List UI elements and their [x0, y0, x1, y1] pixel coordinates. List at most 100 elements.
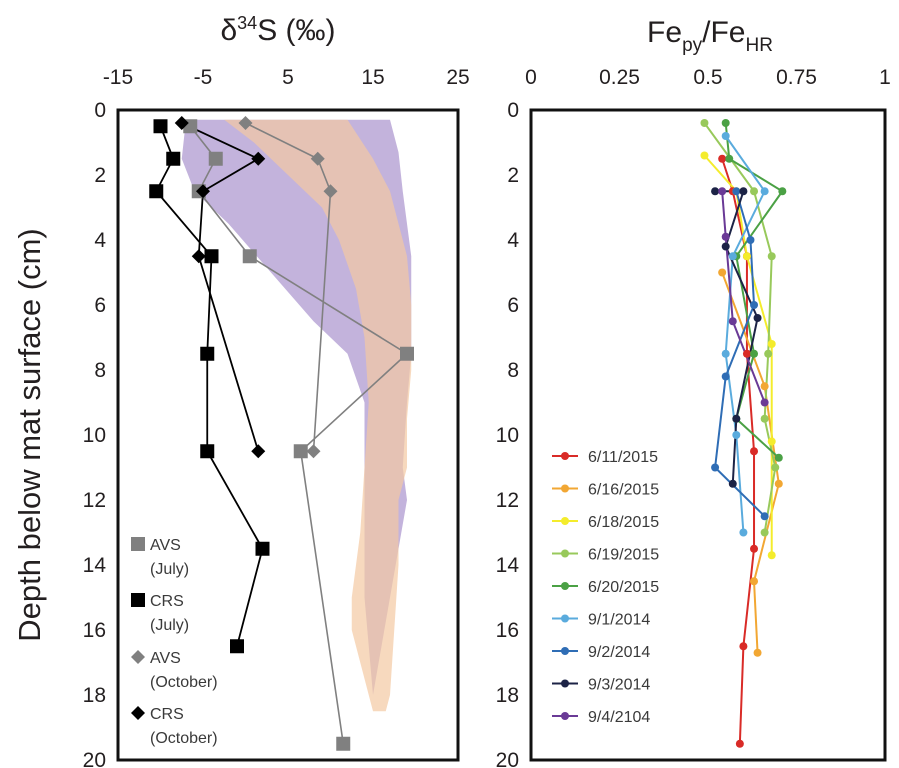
- data-point-r4-4: [750, 349, 759, 358]
- data-point-r1-4: [753, 648, 762, 657]
- y-axis-label: Depth below mat surface (cm): [12, 228, 47, 641]
- y-tick-label: 20: [83, 749, 106, 768]
- data-point-3-3: [191, 249, 206, 264]
- series-line-r0: [721, 158, 756, 744]
- x-tick-label: 0.25: [599, 66, 640, 89]
- shaded-ranges: [181, 119, 412, 712]
- data-point-r7-5: [728, 479, 737, 488]
- data-point-r0-3: [742, 349, 751, 358]
- data-point-r7-3: [753, 314, 762, 322]
- data-point-r6-3: [721, 372, 730, 381]
- y-tick-label: 14: [496, 554, 520, 577]
- series-lines: [149, 116, 414, 751]
- data-point-r5-0: [721, 132, 730, 140]
- data-point-r2-3: [767, 340, 776, 348]
- legend-dot-r2: [561, 517, 569, 525]
- y-tick-label: 18: [83, 684, 106, 707]
- legend-dot-r3: [561, 549, 569, 558]
- data-point-3-2: [196, 184, 210, 199]
- legend-marker-3: [131, 706, 145, 720]
- y-tick-label: 16: [496, 619, 519, 642]
- data-point-1-5: [200, 444, 215, 459]
- data-point-r5-1: [760, 187, 769, 196]
- legend-label-r: 9/3/2014: [588, 677, 650, 694]
- y-tick-label: 8: [507, 359, 519, 382]
- legend-marker-0: [131, 537, 145, 551]
- data-point-2-2: [323, 184, 338, 199]
- legend-label-r: 6/16/2015: [588, 482, 659, 499]
- legend-label-r: 6/19/2015: [588, 547, 659, 564]
- data-point-r0-6: [739, 642, 748, 651]
- data-point-r2-5: [767, 551, 776, 560]
- data-point-1-7: [230, 639, 244, 654]
- x-tick-label: 5: [282, 66, 294, 89]
- y-tick-label: 4: [94, 229, 106, 252]
- legend-dot-r8: [561, 712, 569, 720]
- chart-title-left: δ34S (‰): [220, 13, 335, 47]
- x-tick-label: 0.5: [693, 66, 722, 89]
- data-point-r7-2: [721, 242, 730, 251]
- x-tick-labels-right: 0 0.25 0.5 0.75 1: [525, 66, 891, 89]
- y-tick-label: 4: [507, 229, 519, 252]
- y-tick-label: 6: [507, 294, 519, 317]
- legend-left: AVS (July) CRS (July) AVS (October) CRS (Octobe…: [131, 537, 218, 747]
- data-point-r1-1: [760, 382, 769, 391]
- plot-frame-left: [116, 108, 460, 762]
- title-sup: 34: [237, 13, 257, 33]
- data-point-3-4: [251, 444, 266, 459]
- data-point-1-0: [153, 119, 168, 134]
- legend-label-r: 9/1/2014: [588, 612, 650, 629]
- y-tick-labels-right: 0 2 4 6 8 10 12 14 16 18 20: [496, 99, 520, 768]
- title-rest: S (‰): [257, 14, 335, 47]
- data-point-r4-0: [721, 119, 730, 127]
- data-point-r3-6: [760, 528, 769, 537]
- data-point-r6-4: [711, 463, 720, 472]
- legend-marker-2: [131, 650, 145, 664]
- data-point-1-4: [200, 346, 215, 361]
- panel-fepy-fehr: 0 0.25 0.5 0.75 1 0 2 4 6 8 10 12 14 16 18 20 Fepy/FeH…: [496, 16, 891, 768]
- series-lines-right: [700, 119, 787, 748]
- data-point-r0-4: [750, 447, 759, 456]
- y-tick-label: 2: [507, 164, 519, 187]
- data-point-r8-1: [721, 232, 730, 241]
- data-point-r2-2: [742, 252, 751, 261]
- data-point-r4-6: [774, 453, 783, 462]
- legend-label: AVS: [150, 537, 181, 554]
- shaded-range-2: [224, 119, 412, 712]
- plot-frame-right: [529, 108, 887, 762]
- data-point-0-5: [293, 444, 308, 459]
- series-line-r8: [721, 191, 766, 403]
- data-point-3-1: [251, 151, 266, 166]
- legend-label-r: 6/20/2015: [588, 579, 659, 596]
- title-fe: Fe: [647, 16, 682, 49]
- x-tick-label: 25: [446, 66, 469, 89]
- title-fe2: /Fe: [702, 16, 745, 49]
- legend-dot-r1: [561, 484, 569, 493]
- data-point-r5-3: [721, 349, 730, 358]
- data-point-r3-2: [767, 252, 776, 261]
- series-line-2: [245, 122, 332, 452]
- data-point-1-2: [149, 184, 164, 199]
- legend-label-sub: (July): [150, 561, 189, 578]
- x-tick-label: -15: [103, 66, 133, 89]
- data-point-0-4: [400, 346, 414, 361]
- chart-title-right: Fepy/FeHR: [647, 16, 773, 56]
- data-point-r7-1: [739, 187, 748, 196]
- data-point-r4-1: [725, 154, 734, 163]
- y-tick-label: 14: [83, 554, 107, 577]
- title-sub-hr: HR: [746, 35, 773, 56]
- y-tick-label: 0: [507, 99, 519, 122]
- x-tick-labels-left: -15 -5 5 15 25: [103, 66, 470, 89]
- data-point-r6-0: [732, 187, 741, 196]
- data-point-0-6: [336, 736, 351, 751]
- data-point-1-1: [166, 151, 181, 166]
- legend-label-r: 6/18/2015: [588, 514, 659, 531]
- y-tick-label: 10: [496, 424, 519, 447]
- data-point-0-1: [208, 151, 223, 166]
- y-tick-label: 2: [94, 164, 106, 187]
- data-point-0-3: [242, 249, 257, 264]
- data-point-r5-2: [728, 252, 737, 261]
- legend-label-sub: (July): [150, 617, 189, 634]
- panel-d34s: -15 -5 5 15 25 0 2 4 6 8 10 12 14 16 18 20 δ34S (‰) De…: [12, 13, 470, 768]
- x-tick-label: -5: [194, 66, 213, 89]
